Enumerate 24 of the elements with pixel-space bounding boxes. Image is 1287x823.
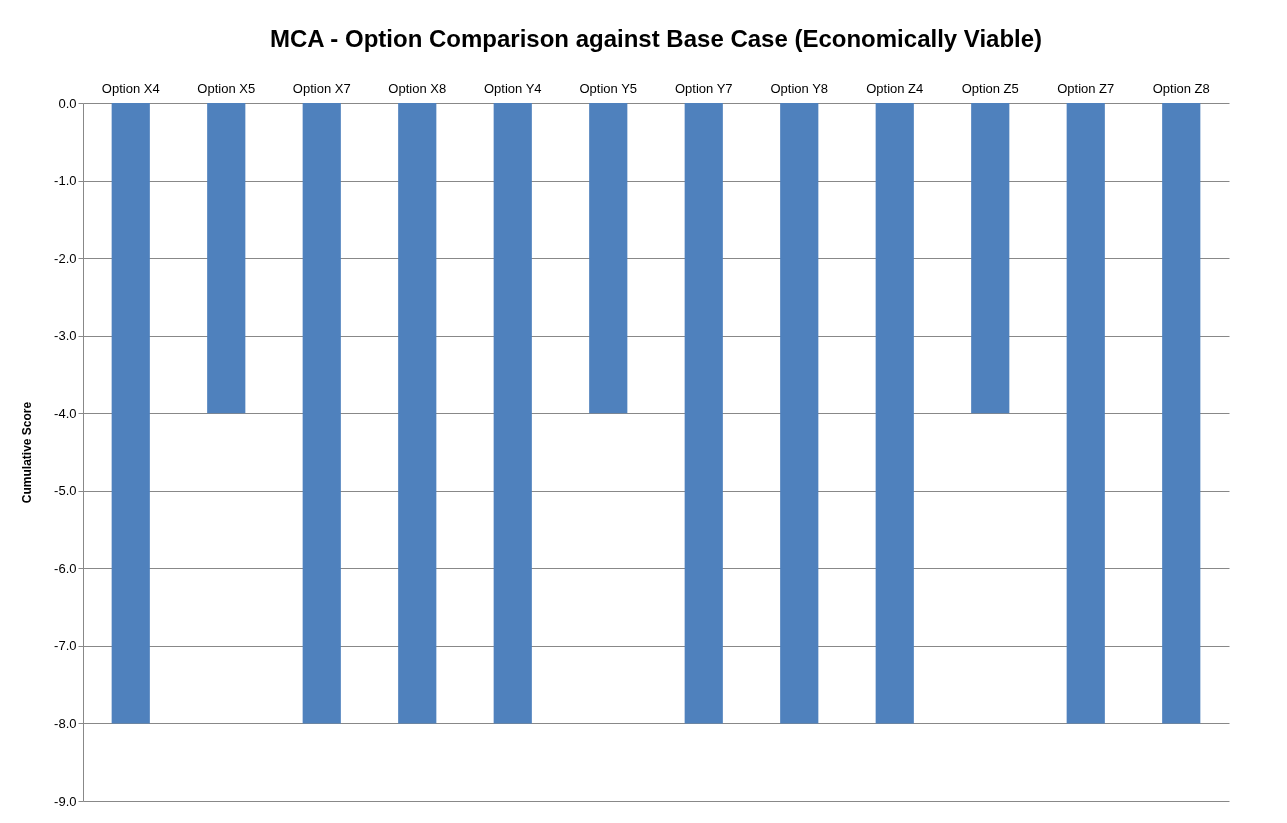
x-tick-label: Option Z7 — [1057, 80, 1115, 96]
chart-title: MCA - Option Comparison against Base Case (Economically Viable) — [269, 25, 1043, 52]
y-axis-title: Cumulative Score — [20, 401, 35, 504]
x-tick-label: Option Z4 — [866, 80, 924, 96]
x-tick-label: Option X4 — [101, 80, 160, 96]
x-tick-label: Option Z8 — [1152, 80, 1210, 96]
y-tick-label: -9.0 — [54, 793, 77, 809]
y-tick-label: 0.0 — [58, 95, 77, 111]
x-tick-label: Option Y4 — [483, 80, 542, 96]
x-tick-label: Option X7 — [292, 80, 351, 96]
x-tick-label: Option Y5 — [579, 80, 638, 96]
y-tick-label: -8.0 — [54, 715, 77, 731]
y-tick-label: -6.0 — [54, 560, 77, 576]
x-tick-label: Option X5 — [197, 80, 256, 96]
x-tick-label: Option X8 — [388, 80, 447, 96]
y-tick-label: -3.0 — [54, 328, 77, 344]
x-tick-label: Option Y7 — [674, 80, 733, 96]
y-tick-label: -4.0 — [54, 405, 77, 421]
y-tick-label: -7.0 — [54, 638, 77, 654]
x-tick-label: Option Z5 — [961, 80, 1019, 96]
y-tick-label: -1.0 — [54, 173, 77, 189]
y-tick-label: -2.0 — [54, 250, 77, 266]
y-tick-label: -5.0 — [54, 483, 77, 499]
x-tick-label: Option Y8 — [770, 80, 829, 96]
